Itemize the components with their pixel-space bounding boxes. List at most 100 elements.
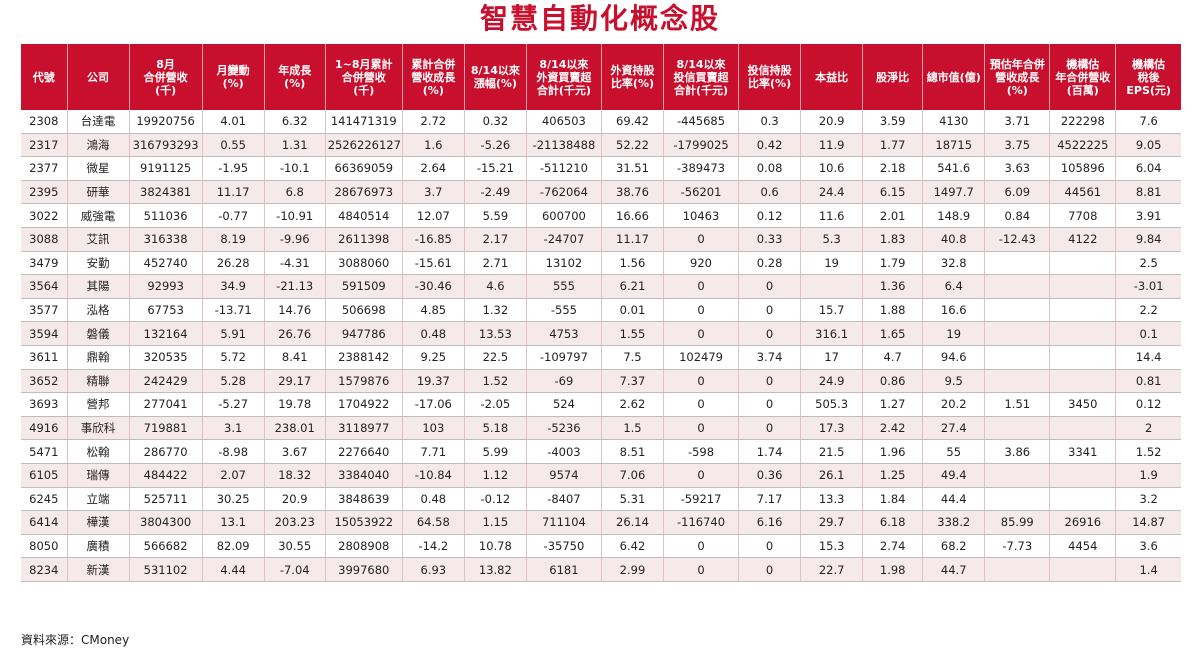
table-cell: 38.76 bbox=[600, 180, 664, 205]
table-cell: 3804300 bbox=[128, 510, 203, 535]
table-cell: 3.67 bbox=[263, 439, 326, 464]
table-cell: 新漢 bbox=[66, 557, 130, 582]
page-title: 智慧自動化概念股 bbox=[479, 2, 720, 35]
table-cell: 1.15 bbox=[463, 510, 527, 535]
table-cell: 1.88 bbox=[862, 298, 923, 323]
table-cell: 26.76 bbox=[263, 321, 326, 346]
table-cell: 506698 bbox=[324, 298, 403, 323]
table-cell: 286770 bbox=[128, 439, 203, 464]
table-cell: 102479 bbox=[662, 345, 739, 370]
table-cell: 9.05 bbox=[1115, 133, 1181, 158]
table-cell: 34.9 bbox=[201, 274, 265, 299]
table-cell: 13.82 bbox=[463, 557, 527, 582]
table-cell: 0 bbox=[738, 557, 801, 582]
table-cell: 7.06 bbox=[600, 463, 664, 488]
table-cell: 營邦 bbox=[66, 392, 130, 417]
table-cell: 1.25 bbox=[862, 463, 923, 488]
table-cell: 2611398 bbox=[324, 227, 403, 252]
table-cell: 0.12 bbox=[738, 203, 801, 228]
table-cell: 20.9 bbox=[263, 487, 326, 512]
table-cell: 5.18 bbox=[463, 416, 527, 441]
table-cell: 3341 bbox=[1049, 439, 1116, 464]
table-cell: 3693 bbox=[21, 392, 68, 417]
table-cell: 6.21 bbox=[600, 274, 664, 299]
table-cell: 6245 bbox=[21, 487, 68, 512]
table-cell bbox=[1049, 274, 1116, 299]
table-cell: 0.12 bbox=[1115, 392, 1181, 417]
table-row: 3594 磐儀 132164 5.91 26.76 947786 0.48 13.53 4753… bbox=[21, 321, 1181, 346]
table-cell: -16.85 bbox=[401, 227, 465, 252]
table-cell: 4122 bbox=[1049, 227, 1116, 252]
table-cell: 1579876 bbox=[324, 369, 403, 394]
table-cell: 16.66 bbox=[600, 203, 664, 228]
column-header: 預估年合併 營收成長 (%) bbox=[984, 44, 1050, 110]
table-cell: 6.04 bbox=[1115, 156, 1181, 181]
table-cell bbox=[1049, 369, 1116, 394]
table-cell: 2.64 bbox=[401, 156, 465, 181]
table-cell: 4.6 bbox=[463, 274, 527, 299]
table-cell: 3564 bbox=[21, 274, 68, 299]
column-header: 8月 合併營收 (千) bbox=[128, 44, 203, 110]
table-cell: 2.18 bbox=[862, 156, 923, 181]
table-cell: 64.58 bbox=[401, 510, 465, 535]
table-cell: 3022 bbox=[21, 203, 68, 228]
table-cell bbox=[1049, 298, 1116, 323]
table-cell: 566682 bbox=[128, 534, 203, 559]
table-cell: 0 bbox=[662, 274, 739, 299]
table-cell: 0 bbox=[738, 534, 801, 559]
table-cell: 6.16 bbox=[738, 510, 801, 535]
table-cell bbox=[1049, 557, 1116, 582]
table-cell: 203.23 bbox=[263, 510, 326, 535]
table-cell: 17.3 bbox=[800, 416, 863, 441]
table-cell: 3848639 bbox=[324, 487, 403, 512]
table-cell: 10.78 bbox=[463, 534, 527, 559]
table-cell: 13.53 bbox=[463, 321, 527, 346]
table-cell: 1.36 bbox=[862, 274, 923, 299]
table-cell: 103 bbox=[401, 416, 465, 441]
table-cell: 238.01 bbox=[263, 416, 326, 441]
table-cell: 0 bbox=[738, 369, 801, 394]
table-cell: 4130 bbox=[922, 110, 985, 134]
table-cell: 19920756 bbox=[128, 110, 203, 134]
column-header: 公司 bbox=[66, 44, 130, 110]
table-cell bbox=[1049, 416, 1116, 441]
table-cell: 6.18 bbox=[862, 510, 923, 535]
table-body: 2308 台達電 19920756 4.01 6.32 141471319 2.72 0.32… bbox=[21, 110, 1181, 582]
table-cell: 0.33 bbox=[738, 227, 801, 252]
table-cell: -7.73 bbox=[984, 534, 1050, 559]
table-cell: 安勤 bbox=[66, 251, 130, 276]
table-cell: 1.12 bbox=[463, 463, 527, 488]
table-cell: -1799025 bbox=[662, 133, 739, 158]
table-cell: 1497.7 bbox=[922, 180, 985, 205]
column-header: 外資持股 比率(%) bbox=[600, 44, 664, 110]
table-cell: 0 bbox=[662, 392, 739, 417]
table-cell: 711104 bbox=[525, 510, 602, 535]
table-cell: 0 bbox=[738, 321, 801, 346]
table-cell: -30.46 bbox=[401, 274, 465, 299]
table-cell: 2.17 bbox=[463, 227, 527, 252]
table-cell: 67753 bbox=[128, 298, 203, 323]
table-cell: 0 bbox=[662, 463, 739, 488]
table-cell: 8.51 bbox=[600, 439, 664, 464]
table-cell: 85.99 bbox=[984, 510, 1050, 535]
column-header: 8/14以來 投信買賣超 合計(千元) bbox=[662, 44, 739, 110]
column-header: 股淨比 bbox=[862, 44, 923, 110]
table-cell: 44.7 bbox=[922, 557, 985, 582]
table-cell: 1.65 bbox=[862, 321, 923, 346]
table-cell bbox=[984, 251, 1050, 276]
table-row: 2377 微星 9191125 -1.95 -10.1 66369059 2.64 -15.2… bbox=[21, 156, 1181, 181]
table-row: 8234 新漢 531102 4.44 -7.04 3997680 6.93 13.82 618… bbox=[21, 557, 1181, 582]
table-cell: 1.83 bbox=[862, 227, 923, 252]
table-cell: 0.6 bbox=[738, 180, 801, 205]
table-cell: -7.04 bbox=[263, 557, 326, 582]
table-cell: 3577 bbox=[21, 298, 68, 323]
table-cell: 0.3 bbox=[738, 110, 801, 134]
table-cell: 2.01 bbox=[862, 203, 923, 228]
table-cell: 6.32 bbox=[263, 110, 326, 134]
table-cell bbox=[1049, 463, 1116, 488]
table-cell: 6.8 bbox=[263, 180, 326, 205]
column-header: 年成長 (%) bbox=[263, 44, 326, 110]
table-cell: 1.4 bbox=[1115, 557, 1181, 582]
table-cell: 3594 bbox=[21, 321, 68, 346]
table-cell: 鴻海 bbox=[66, 133, 130, 158]
